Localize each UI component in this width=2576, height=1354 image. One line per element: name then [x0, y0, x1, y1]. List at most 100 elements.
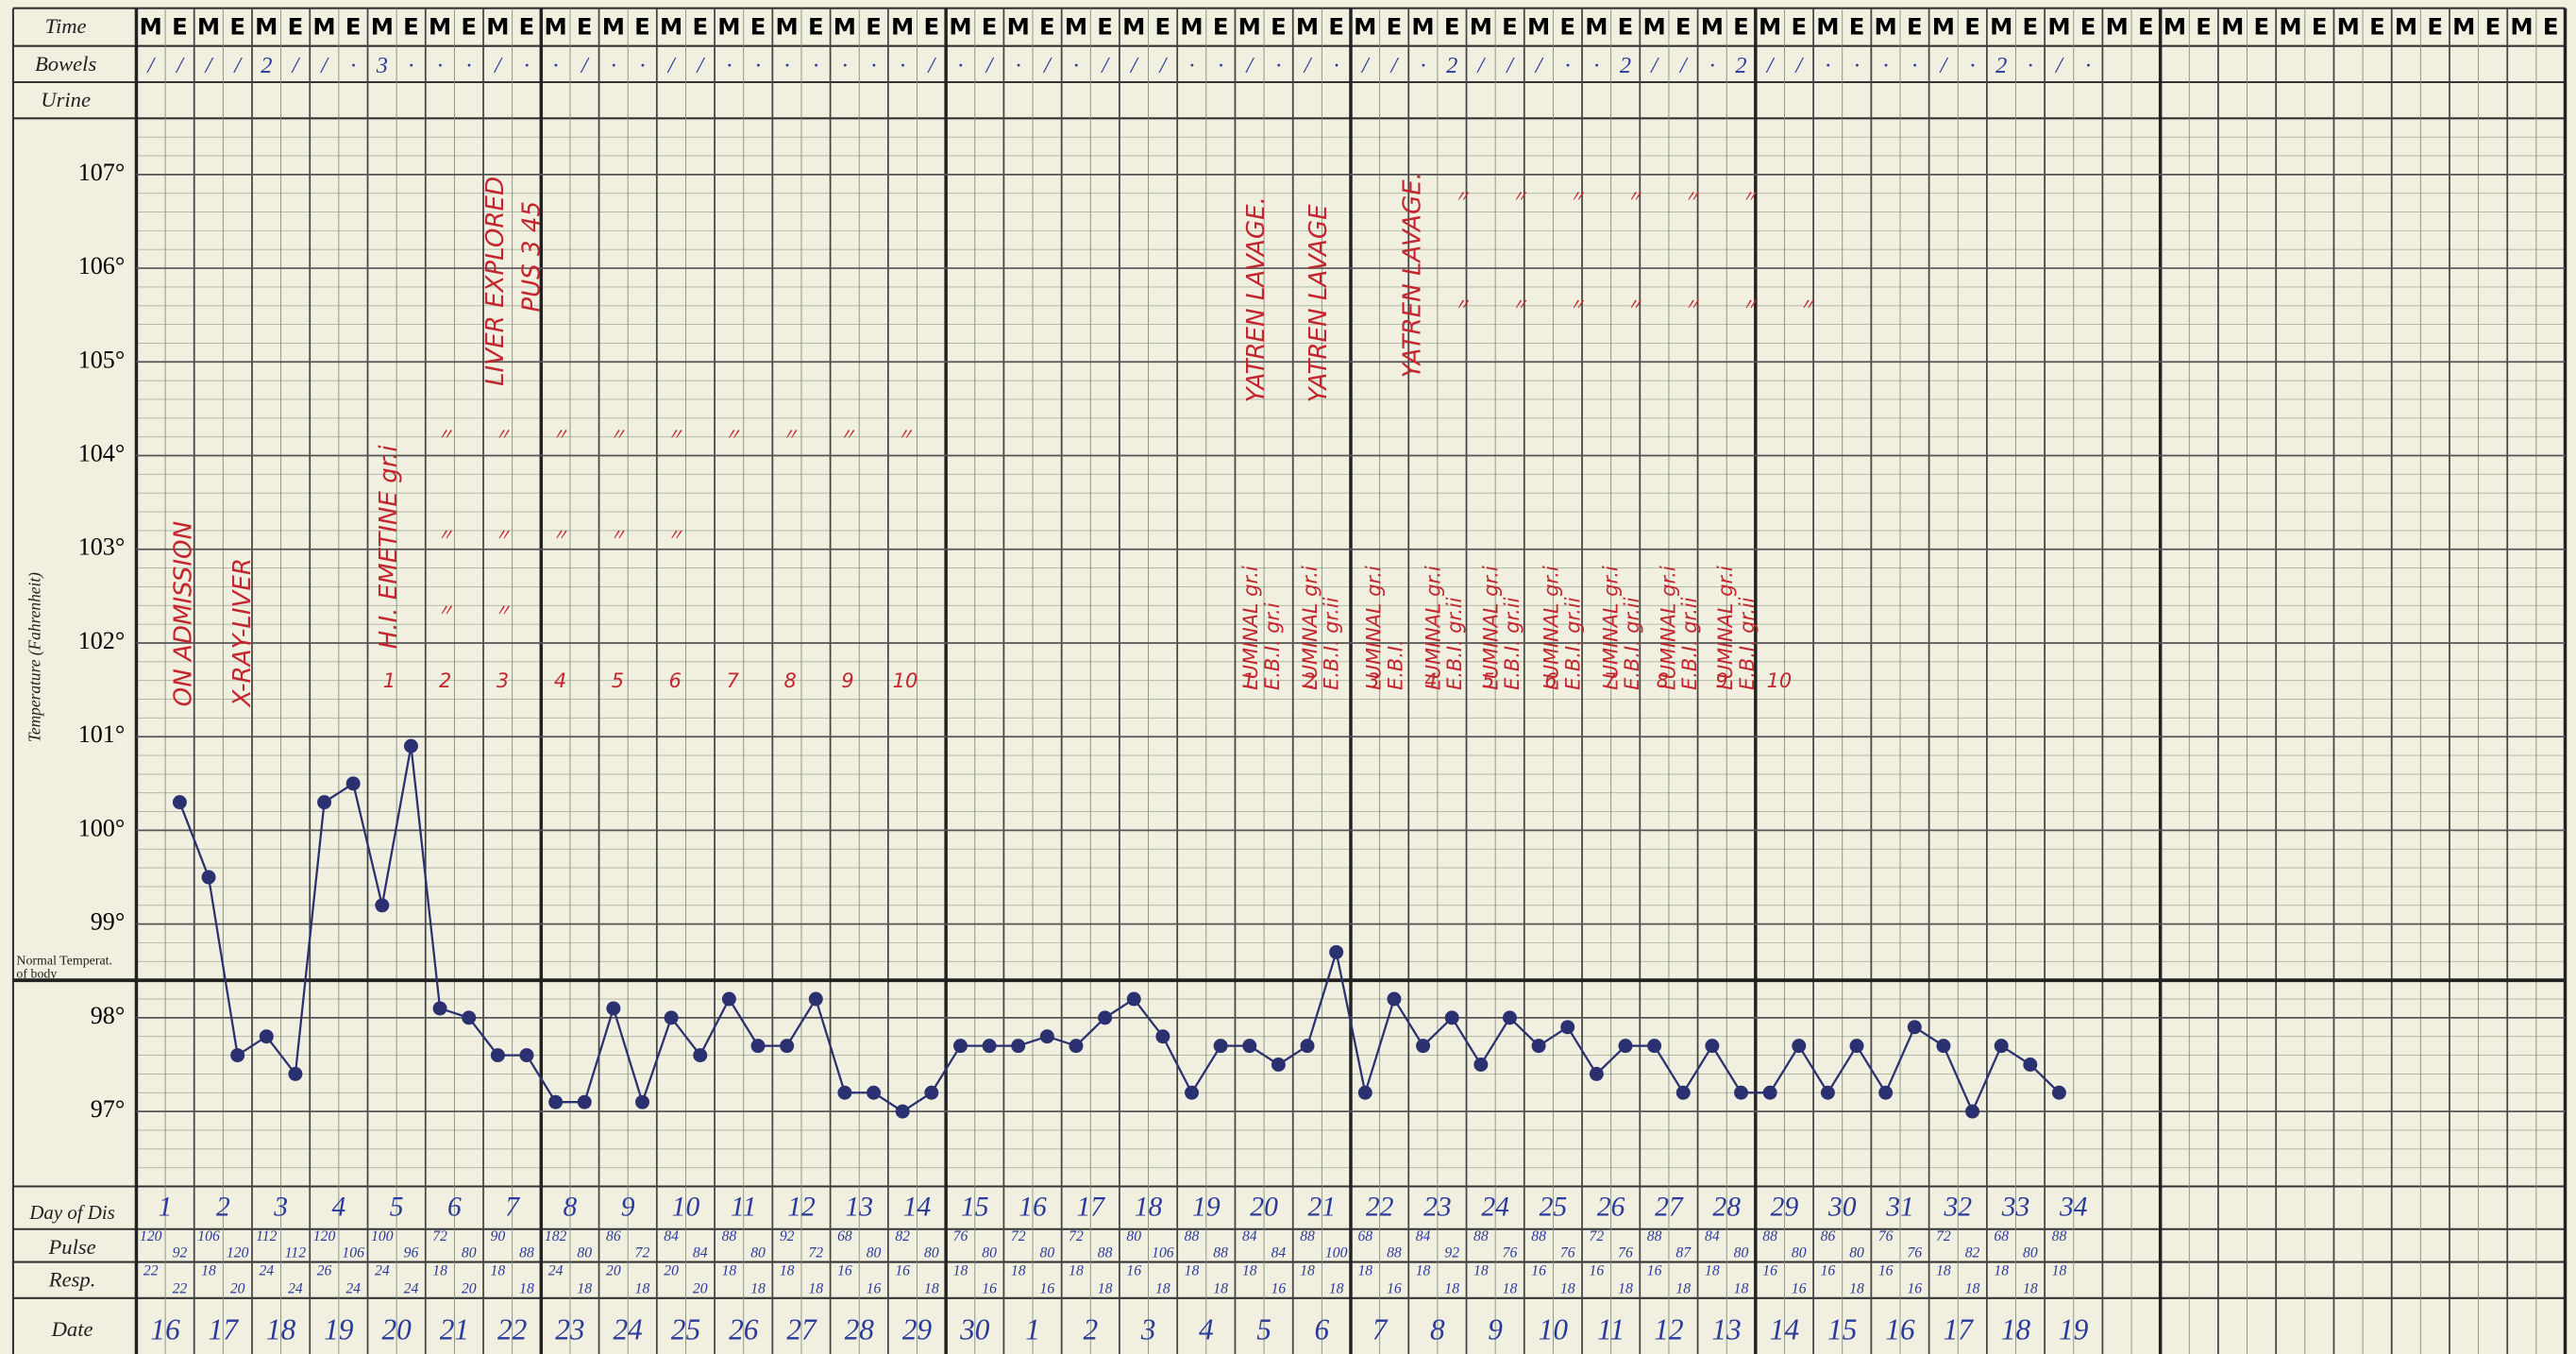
time-label: M: [2106, 13, 2129, 41]
ditto-mark: 〃: [552, 526, 568, 545]
bowels-entry: ·: [813, 53, 818, 78]
temperature-point: [837, 1086, 851, 1100]
temperature-point: [1995, 1039, 2009, 1053]
pulse: 68: [1994, 1228, 2009, 1244]
bowels-entry: ·: [1883, 53, 1889, 78]
temperature-point: [346, 776, 361, 790]
bowels-entry: 2: [261, 53, 272, 78]
temperature-point: [1445, 1010, 1459, 1024]
pulse: 112: [256, 1228, 277, 1244]
time-label: E: [1791, 13, 1807, 41]
pulse: 88: [1647, 1228, 1662, 1244]
time-label: M: [660, 13, 682, 41]
dose-number: 1: [1242, 669, 1254, 692]
resp: 18: [635, 1281, 650, 1297]
resp: 18: [201, 1263, 216, 1279]
annotation: E.B.I. gr.ii: [1678, 597, 1701, 690]
resp: 18: [491, 1263, 506, 1279]
date: 18: [266, 1313, 296, 1346]
temperature-point: [1329, 945, 1343, 959]
pulse: 92: [780, 1228, 795, 1244]
time-label: M: [891, 13, 914, 41]
ditto-mark: 〃: [552, 426, 568, 445]
time-label: E: [808, 13, 824, 41]
day-of-disease: 2: [216, 1193, 230, 1223]
pulse: 68: [1357, 1228, 1372, 1244]
time-label: M: [1701, 13, 1724, 41]
temperature-point: [1155, 1029, 1170, 1043]
temperature-point: [288, 1067, 302, 1081]
dose-number: 7: [1604, 669, 1617, 692]
time-label: M: [1296, 13, 1319, 41]
resp: 20: [230, 1281, 245, 1297]
dose-number: 4: [554, 669, 566, 692]
temperature-point: [896, 1105, 910, 1119]
ditto-mark: 〃: [495, 426, 511, 445]
bowels-entry: ·: [2085, 53, 2091, 78]
row-label: Date: [51, 1317, 93, 1341]
resp: 16: [1271, 1281, 1287, 1297]
dose-number: 1: [383, 669, 396, 692]
ditto-mark: 〃: [897, 426, 913, 445]
time-label: E: [1039, 13, 1055, 41]
bowels-entry: 2: [1735, 53, 1746, 78]
date: 16: [1885, 1313, 1915, 1346]
ditto-mark: 〃: [437, 426, 453, 445]
ditto-mark: 〃: [1454, 188, 1470, 207]
day-of-disease: 31: [1885, 1193, 1914, 1223]
pulse: 106: [197, 1228, 220, 1244]
ditto-mark: 〃: [1569, 296, 1585, 315]
day-of-disease: 33: [2001, 1193, 2030, 1223]
day-of-disease: 15: [961, 1193, 989, 1223]
temperature-point: [1734, 1086, 1748, 1100]
resp: 18: [432, 1263, 447, 1279]
ditto-mark: 〃: [1684, 296, 1700, 315]
ditto-mark: 〃: [610, 526, 626, 545]
temperature-point: [1850, 1039, 1864, 1053]
pulse: 84: [1705, 1228, 1720, 1244]
dose-number: 4: [1424, 669, 1437, 692]
date: 22: [497, 1313, 527, 1346]
resp: 16: [1387, 1281, 1402, 1297]
ditto-mark: 〃: [1511, 296, 1527, 315]
date: 17: [1944, 1313, 1975, 1346]
time-label: E: [345, 13, 362, 41]
pulse: 68: [837, 1228, 852, 1244]
pulse: 80: [1734, 1244, 1749, 1261]
dose-number: 9: [841, 669, 853, 692]
time-label: E: [866, 13, 882, 41]
temperature-point: [1214, 1039, 1228, 1053]
day-of-disease: 23: [1423, 1193, 1452, 1223]
annotation: YATREN LAVAGE: [1305, 204, 1333, 402]
pulse: 92: [173, 1244, 188, 1261]
day-of-disease: 30: [1827, 1193, 1857, 1223]
y-tick-label: 99°: [91, 908, 126, 936]
pulse: 72: [1936, 1228, 1951, 1244]
temperature-point: [983, 1039, 997, 1053]
date: 4: [1199, 1313, 1214, 1346]
y-tick-label: 107°: [78, 159, 126, 186]
date: 9: [1488, 1313, 1503, 1346]
annotation: E.B.I. gr.ii: [1443, 597, 1466, 690]
time-label: M: [949, 13, 971, 41]
temperature-point: [1676, 1086, 1691, 1100]
ditto-mark: 〃: [1626, 296, 1642, 315]
temperature-point: [1821, 1086, 1835, 1100]
time-label: M: [1238, 13, 1261, 41]
resp: 18: [1675, 1281, 1691, 1297]
resp: 16: [837, 1263, 852, 1279]
time-label: M: [1932, 13, 1955, 41]
ditto-mark: 〃: [725, 426, 741, 445]
time-label: E: [1675, 13, 1692, 41]
day-of-disease: 9: [621, 1193, 635, 1223]
pulse: 88: [1213, 1244, 1228, 1261]
y-tick-label: 98°: [91, 1002, 126, 1029]
temperature-point: [1560, 1020, 1574, 1034]
time-label: M: [2510, 13, 2533, 41]
pulse: 106: [1152, 1244, 1174, 1261]
temperature-point: [1069, 1039, 1084, 1053]
pulse: 88: [2052, 1228, 2067, 1244]
resp: 18: [1849, 1281, 1864, 1297]
day-of-disease: 29: [1771, 1193, 1799, 1223]
day-of-disease: 4: [331, 1193, 345, 1223]
